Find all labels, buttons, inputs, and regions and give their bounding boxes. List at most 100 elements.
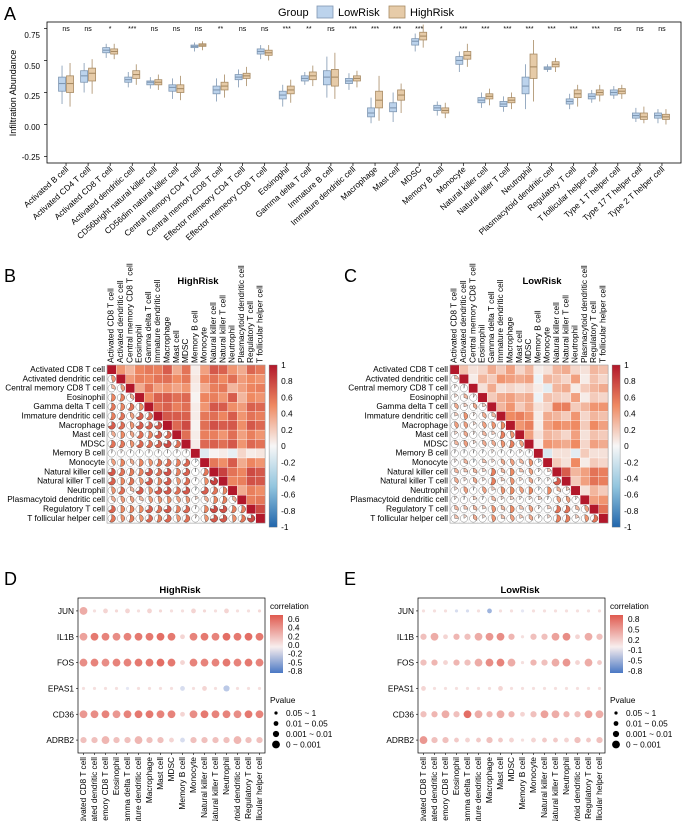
significance-label: *** — [349, 26, 357, 33]
heatmap-cell — [218, 467, 229, 477]
column-label: Memory B cell — [532, 310, 542, 363]
correlation-dot — [134, 658, 143, 667]
heatmap-cell — [570, 392, 581, 403]
cell-label: Activated dendritic cell — [429, 757, 439, 821]
significance-label: *** — [128, 26, 136, 33]
heatmap-cell — [255, 364, 266, 375]
heatmap-cell — [255, 504, 266, 514]
pie-wedge — [463, 440, 468, 448]
correlation-dot — [167, 658, 176, 667]
correlation-dot — [114, 686, 119, 691]
heatmap-cell — [181, 374, 191, 384]
heatmap-cell — [227, 476, 238, 487]
box-highrisk — [639, 112, 648, 120]
column-label: Plasmacytoid dendritic cell — [236, 265, 246, 363]
heatmap-cell — [477, 364, 488, 375]
colorbar-tick: 0.2 — [624, 425, 636, 435]
heatmap-cell — [255, 495, 266, 505]
pie-wedge — [139, 402, 144, 411]
correlation-dot — [202, 609, 207, 613]
pie-wedge — [183, 477, 190, 486]
heatmap-cell — [580, 467, 590, 477]
pie-wedge — [118, 412, 125, 420]
row-label: Mast cell — [72, 429, 105, 439]
pie-wedge — [473, 477, 478, 484]
heatmap-cell — [171, 383, 182, 394]
correlation-dot — [553, 686, 558, 691]
heatmap-cell — [227, 392, 238, 403]
pie-wedge — [473, 430, 476, 436]
dotplot-lowrisk: JUN IL1B FOS EPAS1 CD36 ADRB2 Activated CD8 T … — [386, 597, 673, 821]
legend-correlation-tick: 0.2 — [288, 631, 300, 641]
correlation-dot — [419, 736, 428, 744]
heatmap-cell — [190, 448, 201, 459]
pie-wedge — [148, 486, 153, 495]
heatmap-cell — [246, 485, 256, 496]
heatmap-cell — [561, 467, 572, 477]
legend-pvalue-dot — [614, 711, 618, 715]
pie-wedge — [120, 430, 125, 439]
pie-wedge — [176, 477, 181, 486]
correlation-dot — [257, 609, 262, 613]
cell-label: Mast cell — [155, 757, 165, 790]
heatmap-cell — [227, 383, 238, 394]
legend-pvalue-label: 0.05 ~ 1 — [626, 708, 657, 718]
column-label: Central memory CD8 T cell — [124, 263, 134, 363]
heatmap-cell — [255, 485, 266, 496]
significance-label: ns — [62, 26, 70, 33]
heatmap-cell — [561, 429, 572, 440]
heatmap-cell — [598, 364, 609, 375]
pie-wedge — [528, 514, 533, 521]
correlation-dot — [136, 686, 141, 691]
cell-label: Neutrophil — [561, 757, 571, 795]
heatmap-cell — [209, 420, 219, 431]
heatmap-cell — [199, 439, 210, 449]
pie-wedge — [138, 468, 144, 476]
legend-correlation-tick: 0.2 — [628, 635, 640, 645]
correlation-dot — [432, 609, 437, 613]
box-highrisk — [66, 75, 74, 93]
pie-wedge — [247, 514, 256, 523]
correlation-dot — [123, 658, 132, 667]
box-lowrisk — [411, 38, 420, 46]
heatmap-cell — [598, 383, 609, 394]
colorbar-tick: 0 — [624, 441, 629, 451]
gene-label: EPAS1 — [388, 683, 415, 693]
heatmap-cell — [209, 448, 219, 459]
correlation-dot — [114, 609, 119, 613]
significance-label: *** — [371, 26, 379, 33]
pie-wedge — [463, 486, 468, 494]
pie-wedge — [463, 393, 468, 399]
heatmap-cell — [181, 364, 191, 375]
heatmap-cell — [598, 429, 609, 440]
correlation-dot — [586, 609, 591, 613]
heatmap-cell — [552, 383, 562, 394]
heatmap-cell — [199, 392, 210, 403]
pie-wedge — [463, 514, 468, 519]
cell-label: Activated CD8 T cell — [418, 757, 428, 821]
heatmap-cell — [227, 448, 238, 459]
legend-pvalue-label: 0 ~ 0.001 — [626, 740, 661, 750]
heatmap-cell — [514, 383, 525, 394]
correlation-dot — [420, 711, 427, 718]
pie-wedge — [148, 449, 151, 454]
correlation-dot — [542, 686, 547, 691]
cell-label: Mast cell — [495, 757, 505, 790]
heatmap-cell — [134, 374, 145, 384]
pie-wedge — [163, 477, 172, 486]
correlation-dot — [136, 609, 141, 613]
pie-wedge — [135, 412, 144, 421]
heatmap-cell — [125, 374, 136, 384]
pie-wedge — [500, 486, 506, 495]
pie-wedge — [528, 449, 531, 454]
row-label: Regulatory T cell — [43, 503, 105, 513]
correlation-dot — [180, 686, 185, 691]
pie-wedge — [185, 449, 188, 454]
legend-correlation-tick: 0.6 — [288, 614, 300, 624]
column-label: Neutrophil — [227, 325, 237, 363]
pie-wedge — [482, 412, 487, 419]
correlation-dot — [90, 658, 99, 667]
heatmap-frame — [449, 364, 609, 524]
correlation-dot — [190, 736, 197, 744]
